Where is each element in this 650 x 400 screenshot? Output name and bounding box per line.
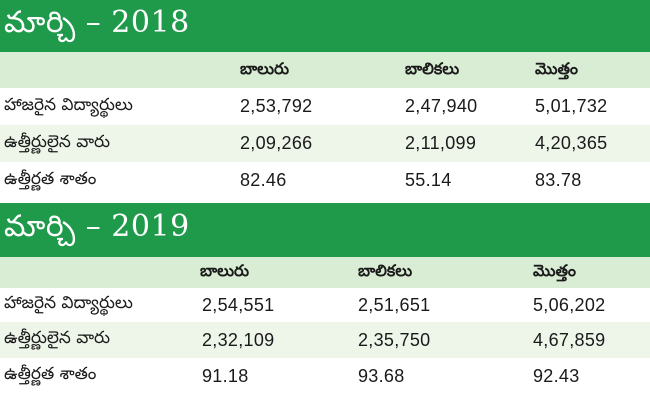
column-header-total: మొత్తం (535, 58, 579, 78)
cell-total: 83.78 (535, 170, 582, 190)
row-label: ఉత్తీర్ణులైన వారు (4, 328, 110, 348)
table-row: హాజరైన విద్యార్థులు 2,53,792 2,47,940 5,… (0, 88, 650, 125)
column-header-boys: బాలురు (240, 58, 290, 78)
row-label: హాజరైన విద్యార్థులు (4, 293, 133, 313)
cell-total: 92.43 (533, 365, 580, 386)
header-row: బాలురు బాలికలు మొత్తం (0, 52, 650, 88)
cell-boys: 82.46 (240, 170, 287, 190)
row-label: హాజరైన విద్యార్థులు (4, 94, 133, 115)
table-2019: మార్చి – 2019 బాలురు బాలికలు మొత్తం హాజర… (0, 203, 650, 394)
table-row: ఉత్తీర్ణత శాతం 91.18 93.68 92.43 (0, 358, 650, 394)
table-2018: మార్చి – 2018 బాలురు బాలికలు మొత్తం హాజర… (0, 0, 650, 199)
row-label: ఉత్తీర్ణత శాతం (4, 364, 97, 384)
cell-girls: 2,11,099 (405, 133, 477, 153)
column-header-girls: బాలికలు (358, 261, 413, 280)
column-header-girls: బాలికలు (405, 58, 460, 78)
table-row: హాజరైన విద్యార్థులు 2,54,551 2,51,651 5,… (0, 288, 650, 322)
column-header-total: మొత్తం (533, 261, 577, 280)
cell-boys: 2,32,109 (202, 329, 275, 350)
table-row: ఉత్తీర్ణులైన వారు 2,09,266 2,11,099 4,20… (0, 125, 650, 162)
row-label: ఉత్తీర్ణత శాతం (4, 168, 97, 189)
table-row: ఉత్తీర్ణులైన వారు 2,32,109 2,35,750 4,67… (0, 322, 650, 358)
cell-total: 4,67,859 (533, 329, 606, 350)
table-title: మార్చి – 2018 (0, 0, 650, 52)
cell-boys: 2,53,792 (240, 96, 313, 116)
table-title: మార్చి – 2019 (0, 203, 650, 257)
cell-total: 4,20,365 (535, 133, 608, 153)
table-row: ఉత్తీర్ణత శాతం 82.46 55.14 83.78 (0, 162, 650, 199)
cell-boys: 2,09,266 (240, 133, 313, 153)
cell-girls: 2,35,750 (358, 329, 431, 350)
cell-total: 5,06,202 (533, 294, 606, 315)
cell-girls: 2,47,940 (405, 96, 478, 116)
header-row: బాలురు బాలికలు మొత్తం (0, 257, 650, 288)
row-label: ఉత్తీర్ణులైన వారు (4, 131, 110, 152)
cell-girls: 93.68 (358, 365, 405, 386)
cell-total: 5,01,732 (535, 96, 608, 116)
column-header-boys: బాలురు (200, 261, 250, 280)
cell-girls: 2,51,651 (358, 294, 431, 315)
cell-girls: 55.14 (405, 170, 452, 190)
cell-boys: 2,54,551 (202, 294, 275, 315)
cell-boys: 91.18 (202, 365, 249, 386)
